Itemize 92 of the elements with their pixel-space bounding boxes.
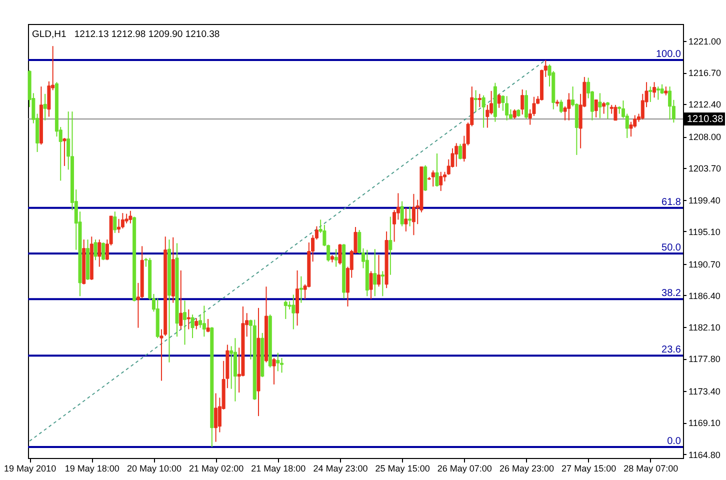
candlestick xyxy=(478,93,482,108)
y-tick-label: 1195.10 xyxy=(688,226,720,237)
candlestick xyxy=(648,86,652,102)
candlestick xyxy=(214,392,218,442)
candlestick xyxy=(369,270,373,300)
x-tick-label: 24 May 23:00 xyxy=(313,464,368,474)
candlestick xyxy=(424,164,428,192)
candlestick xyxy=(454,142,458,168)
candlestick xyxy=(594,99,598,118)
candlestick xyxy=(194,318,198,330)
candlestick xyxy=(435,152,439,188)
candlestick xyxy=(559,99,563,114)
candlestick xyxy=(412,193,416,236)
x-tick-label: 28 May 07:00 xyxy=(624,464,678,474)
x-tick-label: 26 May 07:00 xyxy=(437,464,492,474)
candlestick xyxy=(128,210,132,224)
candlestick xyxy=(656,86,660,100)
y-tick-label: 1203.70 xyxy=(688,164,722,174)
candlestick xyxy=(206,318,210,333)
candlestick xyxy=(408,206,412,227)
y-tick-label: 1221.00 xyxy=(688,36,722,46)
candlestick xyxy=(404,207,408,232)
candlestick xyxy=(567,92,571,121)
candlestick xyxy=(186,308,190,330)
candlestick xyxy=(202,305,206,338)
candlestick xyxy=(614,104,618,121)
candlestick xyxy=(431,170,435,188)
candlestick xyxy=(62,138,66,166)
candlestick xyxy=(183,300,187,346)
candlestick xyxy=(377,254,381,288)
candlestick xyxy=(520,88,524,115)
candlestick xyxy=(94,239,98,261)
candlestick xyxy=(102,242,106,261)
y-tick-label: 1169.10 xyxy=(688,418,720,428)
candlestick xyxy=(505,96,509,121)
candlestick xyxy=(113,211,117,234)
ref-line-label: 100.0 xyxy=(656,49,682,60)
candlestick xyxy=(652,82,656,98)
y-tick-label: 1208.00 xyxy=(688,132,722,142)
candlestick xyxy=(179,270,183,330)
ref-line-label: 38.2 xyxy=(662,288,682,300)
ref-line-label: 1210.38 xyxy=(687,114,724,126)
candlestick xyxy=(458,143,462,160)
x-tick-label: 25 May 15:00 xyxy=(375,464,430,474)
y-tick-label: 1190.70 xyxy=(688,259,720,270)
text: 1212.13 1212.98 1209.90 1210.38 xyxy=(74,29,220,40)
y-tick-label: 1177.80 xyxy=(688,354,720,364)
candlestick xyxy=(334,248,338,268)
x-tick-label: 26 May 23:00 xyxy=(499,464,554,474)
y-tick-label: 1216.70 xyxy=(688,68,722,78)
y-tick-label: 1212.40 xyxy=(688,100,722,110)
y-tick-label: 1182.10 xyxy=(688,322,720,333)
x-tick-label: 27 May 15:00 xyxy=(562,464,616,474)
candlestick xyxy=(606,101,610,120)
candlestick xyxy=(668,86,672,120)
x-tick-label: 19 May 18:00 xyxy=(64,464,120,474)
candlestick xyxy=(280,357,284,374)
y-tick-label: 1164.80 xyxy=(688,450,720,460)
y-tick-label: 1199.40 xyxy=(688,195,720,206)
candlestick xyxy=(276,352,280,372)
x-tick-label: 21 May 18:00 xyxy=(251,464,306,474)
candlestick xyxy=(272,357,276,385)
candlestick xyxy=(497,93,501,108)
candlestick xyxy=(439,171,443,192)
ref-line-label: 0.0 xyxy=(667,436,682,447)
candlestick xyxy=(474,90,478,112)
candlestick xyxy=(120,212,124,229)
x-tick-label: 20 May 10:00 xyxy=(126,464,182,474)
candlestick xyxy=(98,239,102,268)
ref-line-label: 61.8 xyxy=(662,196,682,208)
candlestick xyxy=(380,270,384,297)
candlestick xyxy=(292,294,296,330)
ref-line-label: 23.6 xyxy=(662,344,682,356)
candlestick xyxy=(512,108,516,120)
candlestick xyxy=(284,300,288,320)
candlestick xyxy=(388,216,392,276)
candlestick xyxy=(400,200,404,227)
candlestick xyxy=(524,90,528,120)
y-tick-label: 1173.40 xyxy=(688,386,720,397)
x-tick-label: 19 May 2010 xyxy=(4,464,56,474)
candlestick xyxy=(299,276,303,304)
candlestick xyxy=(482,94,486,128)
candlestick xyxy=(190,314,194,339)
y-tick-label: 1186.40 xyxy=(688,290,720,301)
candlestick xyxy=(338,243,342,266)
candlestick xyxy=(373,248,377,297)
candlestick xyxy=(598,92,602,119)
candlestick xyxy=(602,101,606,114)
candlestick xyxy=(43,93,47,121)
x-tick-label: 21 May 02:00 xyxy=(189,464,244,474)
text: GLD,H1 xyxy=(32,29,66,40)
ref-line-label: 50.0 xyxy=(662,242,682,254)
